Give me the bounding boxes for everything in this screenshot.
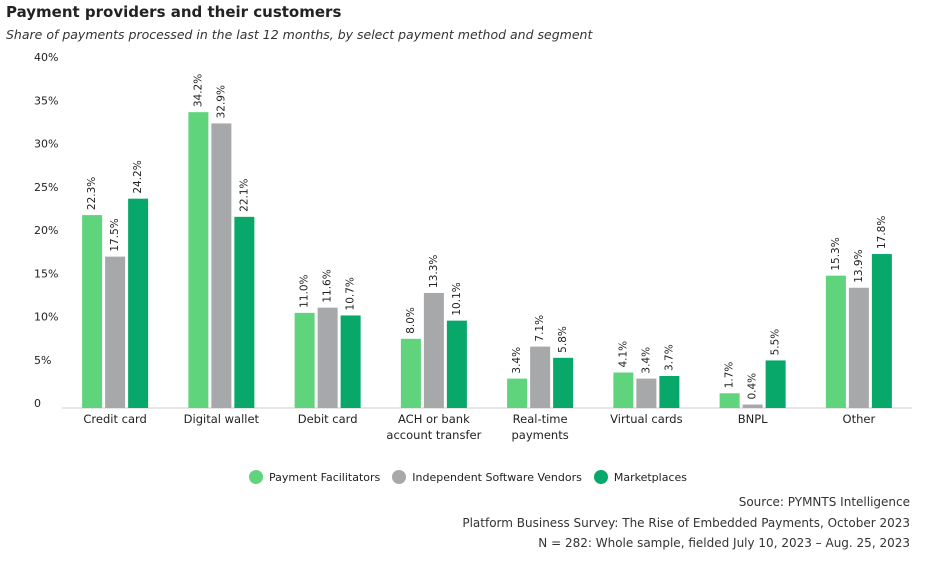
value-label: 5.5%: [770, 329, 782, 356]
bar: [765, 360, 786, 408]
bar: [105, 256, 126, 408]
value-label: 32.9%: [215, 85, 227, 118]
bar: [82, 215, 103, 408]
legend-swatch: [392, 470, 407, 484]
value-label: 22.1%: [238, 178, 250, 211]
y-tick-label: 25%: [34, 181, 58, 194]
bar: [553, 357, 574, 408]
legend-item: Independent Software Vendors: [392, 470, 582, 484]
value-label: 22.3%: [86, 177, 98, 210]
value-label: 1.7%: [724, 362, 736, 389]
bar: [871, 254, 892, 408]
y-tick-label: 0: [34, 397, 41, 410]
bar: [636, 378, 657, 408]
x-tick-label: Digital wallet: [183, 412, 260, 426]
bar: [211, 123, 232, 408]
value-label: 17.8%: [876, 216, 888, 249]
legend-label: Independent Software Vendors: [412, 470, 582, 484]
value-label: 4.1%: [617, 341, 629, 368]
value-label: 3.4%: [640, 347, 652, 374]
value-label: 8.0%: [405, 307, 417, 334]
legend-label: Payment Facilitators: [268, 470, 381, 484]
x-tick-label: BNPL: [737, 412, 768, 426]
value-label: 15.3%: [830, 237, 842, 270]
value-label: 3.7%: [663, 344, 675, 371]
y-tick-label: 40%: [34, 51, 58, 64]
source-note: Source: PYMNTS Intelligence: [738, 495, 910, 509]
y-tick-label: 15%: [34, 267, 58, 280]
bar: [719, 393, 740, 408]
bar: [188, 112, 209, 409]
x-tick-label: Real-time payments: [511, 412, 569, 442]
y-tick-label: 10%: [34, 311, 58, 324]
bar: [507, 378, 528, 408]
x-tick-label: Other: [842, 412, 876, 426]
value-label: 3.4%: [511, 347, 523, 374]
bar: [613, 372, 634, 408]
bar: [317, 307, 338, 408]
value-label: 11.6%: [322, 269, 334, 302]
y-tick-label: 30%: [34, 138, 58, 151]
value-label: 34.2%: [192, 74, 204, 107]
bar: [294, 312, 315, 408]
value-label: 24.2%: [132, 160, 144, 193]
value-label: 13.3%: [428, 255, 440, 288]
x-tick-label: ACH or bank account transfer: [386, 412, 482, 442]
y-tick-label: 20%: [34, 224, 58, 237]
legend-label: Marketplaces: [613, 470, 687, 484]
bar: [825, 275, 846, 408]
bar: [848, 287, 869, 408]
source-note: Platform Business Survey: The Rise of Em…: [462, 515, 910, 530]
bar: [659, 375, 680, 408]
bar: [742, 404, 763, 408]
bar: [128, 198, 149, 408]
legend-item: Payment Facilitators: [248, 470, 381, 484]
bar: [340, 315, 361, 408]
value-label: 0.4%: [747, 373, 759, 400]
value-label: 7.1%: [534, 315, 546, 342]
source-note: N = 282: Whole sample, fielded July 10, …: [538, 536, 910, 550]
x-tick-label: Virtual cards: [610, 412, 683, 426]
y-tick-label: 35%: [34, 94, 58, 107]
chart-title: Payment providers and their customers: [6, 3, 342, 21]
value-label: 10.7%: [345, 277, 357, 310]
legend-swatch: [248, 470, 263, 484]
y-tick-label: 5%: [34, 354, 51, 367]
value-label: 11.0%: [299, 274, 311, 307]
value-label: 5.8%: [557, 326, 569, 353]
x-tick-label: Credit card: [83, 412, 147, 426]
bar: [234, 216, 255, 408]
chart-subtitle: Share of payments processed in the last …: [6, 27, 593, 42]
legend: Payment Facilitators Independent Software…: [0, 470, 936, 484]
bar: [530, 346, 551, 408]
value-label: 17.5%: [109, 218, 121, 251]
value-label: 13.9%: [853, 249, 865, 282]
bar: [423, 292, 444, 408]
legend-item: Marketplaces: [593, 470, 687, 484]
bar: [446, 320, 467, 408]
bar: [400, 338, 421, 408]
x-tick-label: Debit card: [297, 412, 358, 426]
legend-swatch: [593, 470, 608, 484]
value-label: 10.1%: [451, 282, 463, 315]
